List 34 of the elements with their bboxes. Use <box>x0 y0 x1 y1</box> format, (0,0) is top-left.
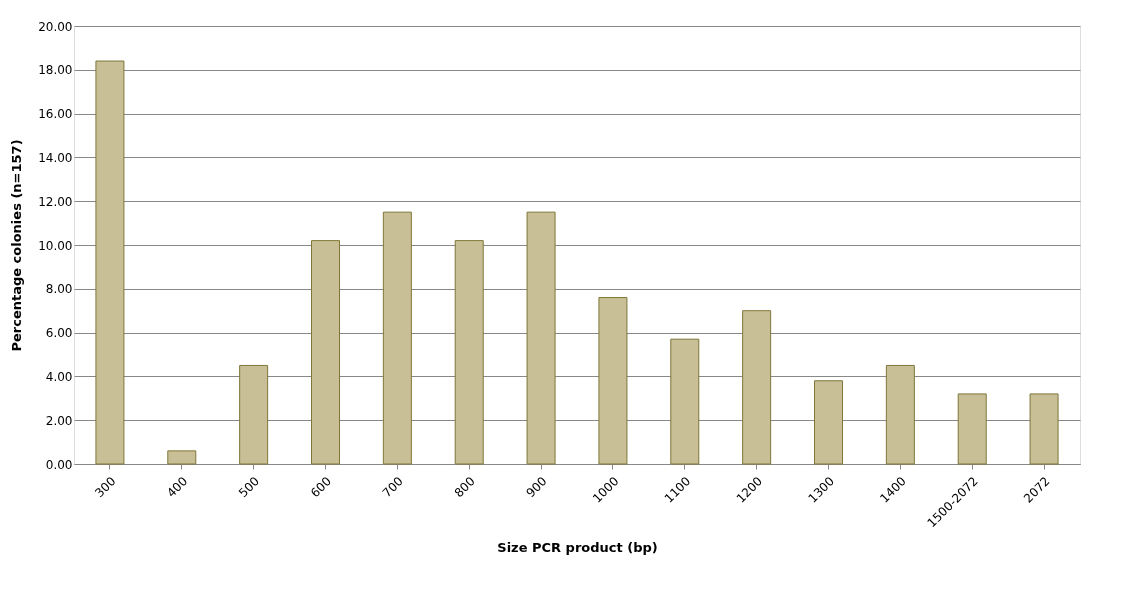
y-axis-title: Percentage colonies (n=157) <box>9 139 25 352</box>
y-tick-label: 20.00 <box>38 19 73 34</box>
y-tick-label: 18.00 <box>38 63 73 78</box>
bar <box>1029 393 1059 465</box>
y-tick-label: 2.00 <box>45 413 73 428</box>
x-tick-label: 400 <box>164 474 191 501</box>
bar <box>670 338 700 465</box>
bar <box>526 211 556 465</box>
bar <box>957 393 987 465</box>
bar <box>454 240 484 465</box>
x-axis-title: Size PCR product (bp) <box>497 539 658 555</box>
bar <box>742 310 772 465</box>
x-tick-label: 900 <box>523 474 550 501</box>
bar <box>885 364 915 465</box>
bar <box>814 380 843 465</box>
bar <box>239 364 269 465</box>
bar <box>382 211 412 465</box>
y-tick-label: 10.00 <box>38 238 73 253</box>
y-tick-label: 0.00 <box>45 457 73 472</box>
bar <box>598 297 628 465</box>
x-tick-label: 500 <box>236 474 263 501</box>
x-tick-label: 600 <box>307 474 334 501</box>
y-tick-label: 14.00 <box>38 150 73 165</box>
x-tick-label: 300 <box>92 474 119 501</box>
y-tick-label: 16.00 <box>38 107 73 122</box>
y-tick-label: 8.00 <box>45 282 73 297</box>
x-tick-label: 700 <box>379 474 406 501</box>
y-tick-label: 6.00 <box>45 326 73 341</box>
bar <box>311 240 340 465</box>
x-tick-label: 800 <box>451 474 478 501</box>
bar <box>167 450 197 465</box>
bar <box>95 60 125 465</box>
y-tick-label: 4.00 <box>45 369 73 384</box>
y-tick-label: 12.00 <box>38 194 73 209</box>
